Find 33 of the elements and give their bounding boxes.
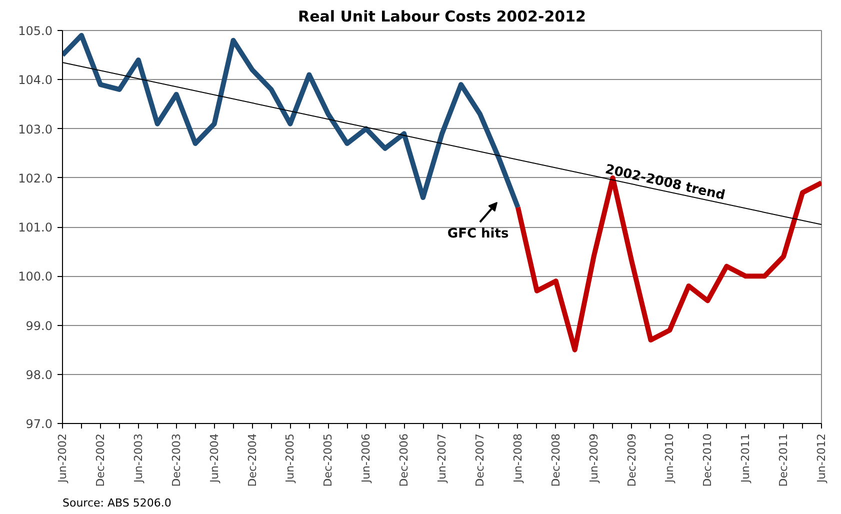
- x-tick-label: Jun-2005: [284, 433, 297, 484]
- x-tick-label: Dec-2006: [398, 434, 411, 487]
- x-tick-label: Dec-2003: [170, 434, 183, 487]
- x-tick-label: Jun-2002: [56, 433, 69, 484]
- x-tick-label: Dec-2002: [94, 434, 107, 487]
- x-tick-label: Dec-2007: [473, 434, 486, 487]
- x-tick-label: Jun-2009: [587, 433, 600, 484]
- x-tick-label: Dec-2011: [777, 434, 790, 487]
- x-tick-label: Dec-2008: [549, 434, 562, 487]
- x-tick-label: Dec-2010: [701, 434, 714, 487]
- x-tick-label: Dec-2005: [322, 434, 335, 487]
- chart-title: Real Unit Labour Costs 2002-2012: [298, 8, 586, 26]
- y-tick-label: 101.0: [18, 220, 53, 234]
- y-tick-label: 100.0: [18, 270, 53, 284]
- x-tick-label: Jun-2007: [436, 433, 448, 484]
- y-tick-label: 102.0: [18, 171, 53, 186]
- x-tick-label: Jun-2008: [511, 433, 524, 484]
- x-tick-label: Jun-2010: [663, 433, 676, 484]
- x-tick-label: Dec-2004: [246, 434, 259, 487]
- x-tick-label: Jun-2012: [815, 433, 828, 484]
- y-tick-label: 105.0: [18, 24, 53, 38]
- y-tick-label: 103.0: [18, 122, 53, 136]
- y-tick-label: 98.0: [26, 368, 52, 382]
- y-tick-label: 99.0: [26, 318, 52, 333]
- x-tick-label: Jun-2004: [208, 433, 221, 484]
- y-tick-label: 97.0: [26, 417, 52, 431]
- x-tick-label: Jun-2003: [132, 433, 145, 484]
- annotation: GFC hits: [447, 226, 509, 242]
- x-tick-label: Dec-2009: [625, 434, 638, 487]
- x-tick-label: Jun-2011: [739, 433, 752, 484]
- x-tick-label: Jun-2006: [360, 433, 373, 484]
- source-note: Source: ABS 5206.0: [62, 496, 172, 510]
- y-tick-label: 104.0: [18, 73, 53, 88]
